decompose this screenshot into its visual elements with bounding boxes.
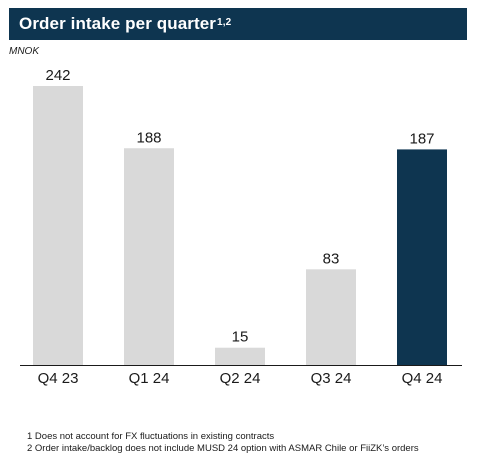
- chart-title: Order intake per quarter: [19, 14, 217, 33]
- footnotes: 1 Does not account for FX fluctuations i…: [27, 431, 419, 455]
- bar-q4-24: [397, 149, 447, 365]
- data-label-q2-24: 15: [232, 329, 249, 346]
- tick-labels-group: Q4 23 Q1 24 Q2 24 Q3 24 Q4 24: [38, 370, 443, 387]
- x-tick-label-q4-24: Q4 24: [402, 370, 443, 387]
- footnote-2: 2 Order intake/backlog does not include …: [27, 443, 419, 454]
- unit-label: MNOK: [9, 46, 39, 57]
- bar-q2-24: [215, 347, 265, 365]
- chart-title-footnote-ref: 1,2: [217, 16, 232, 28]
- bars-group: [33, 86, 447, 365]
- data-labels-group: 242 188 15 83 187: [45, 67, 434, 346]
- data-label-q1-24: 188: [136, 129, 161, 146]
- data-label-q4-24: 187: [409, 130, 434, 147]
- footnote-1: 1 Does not account for FX fluctuations i…: [27, 431, 275, 442]
- x-tick-label-q3-24: Q3 24: [311, 370, 352, 387]
- bar-q3-24: [306, 269, 356, 365]
- x-tick-label-q2-24: Q2 24: [220, 370, 261, 387]
- data-label-q3-24: 83: [323, 250, 340, 267]
- x-tick-label-q1-24: Q1 24: [129, 370, 170, 387]
- x-tick-label-q4-23: Q4 23: [38, 370, 79, 387]
- chart-title-bar: Order intake per quarter 1,2: [9, 8, 467, 40]
- data-label-q4-23: 242: [45, 67, 70, 84]
- bar-q4-23: [33, 86, 83, 365]
- bar-q1-24: [124, 148, 174, 365]
